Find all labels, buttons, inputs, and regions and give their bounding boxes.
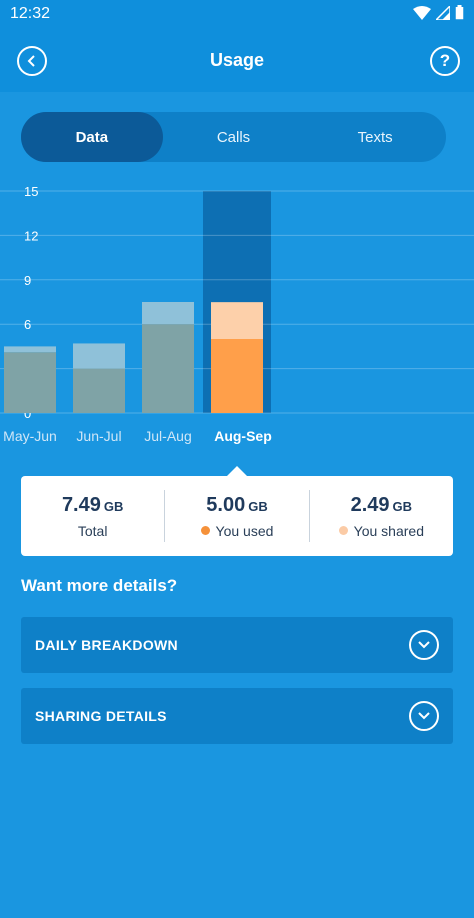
chevron-down-icon[interactable] xyxy=(409,701,439,731)
tab-calls[interactable]: Calls xyxy=(216,128,251,146)
chevron-down-icon[interactable] xyxy=(409,630,439,660)
shared-value: 2.49 xyxy=(350,493,390,516)
bar-used xyxy=(142,324,194,413)
tab-texts[interactable]: Texts xyxy=(357,128,393,146)
daily-breakdown-label: DAILY BREAKDOWN xyxy=(35,637,178,653)
x-tick-label: Jul-Aug xyxy=(144,428,191,444)
daily-breakdown-accordion[interactable]: DAILY BREAKDOWN xyxy=(21,617,453,673)
x-tick-label: May-Jun xyxy=(3,428,57,444)
total-label: Total xyxy=(77,522,108,539)
details-title: Want more details? xyxy=(21,576,178,595)
status-icons xyxy=(413,5,464,20)
used-unit: GB xyxy=(248,498,268,514)
x-tick-label: Aug-Sep xyxy=(214,428,272,444)
bar-used xyxy=(211,339,263,413)
bar-used xyxy=(73,368,125,413)
usage-tabs: Data Calls Texts xyxy=(21,112,446,162)
usage-summary-card: 7.49 GB Total 5.00 GB You used 2.49 GB You … xyxy=(21,476,453,556)
page-title: Usage xyxy=(209,50,265,70)
shared-dot-icon xyxy=(338,526,348,535)
bar-shared xyxy=(211,302,263,339)
x-tick-label: Jun-Jul xyxy=(76,428,121,444)
y-tick-label: 15 xyxy=(24,184,38,199)
y-tick-label: 6 xyxy=(24,317,31,332)
bar-shared xyxy=(142,302,194,325)
used-value: 5.00 xyxy=(206,493,246,516)
app-header: Usage ? xyxy=(0,30,474,92)
sharing-details-accordion[interactable]: SHARING DETAILS xyxy=(21,688,453,744)
bar-shared xyxy=(73,343,125,369)
signal-icon xyxy=(436,5,450,20)
y-tick-label: 12 xyxy=(24,228,38,243)
summary-used: 5.00 GB You used xyxy=(164,490,308,542)
total-unit: GB xyxy=(103,498,124,514)
used-dot-icon xyxy=(200,526,210,535)
wifi-icon xyxy=(413,5,431,20)
bar-used xyxy=(4,352,56,413)
used-label: You used xyxy=(215,522,274,539)
selection-pointer xyxy=(226,466,248,477)
help-button[interactable]: ? xyxy=(430,46,460,76)
back-button[interactable] xyxy=(17,46,47,76)
summary-total: 7.49 GB Total xyxy=(21,490,164,542)
chevron-left-icon xyxy=(27,55,35,67)
summary-shared: 2.49 GB You shared xyxy=(308,490,453,542)
bar-shared xyxy=(4,346,56,353)
sharing-details-label: SHARING DETAILS xyxy=(35,708,167,724)
shared-unit: GB xyxy=(392,498,413,514)
y-tick-label: 9 xyxy=(24,273,31,288)
status-time: 12:32 xyxy=(10,5,51,22)
battery-icon xyxy=(455,5,464,20)
tab-data[interactable]: Data xyxy=(21,112,163,162)
y-tick-label: 0 xyxy=(24,406,31,421)
shared-label: You shared xyxy=(353,522,424,539)
total-value: 7.49 xyxy=(61,493,101,516)
status-bar: 12:32 xyxy=(0,0,474,30)
help-icon: ? xyxy=(439,51,451,70)
